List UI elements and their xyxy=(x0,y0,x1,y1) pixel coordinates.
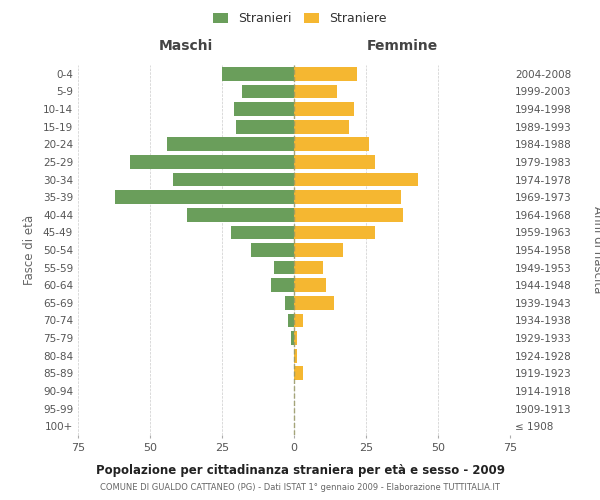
Bar xyxy=(294,243,343,257)
Bar xyxy=(242,84,294,98)
Bar xyxy=(294,102,355,116)
Bar xyxy=(187,208,294,222)
Text: Femmine: Femmine xyxy=(367,38,437,52)
Bar xyxy=(294,172,418,186)
Bar xyxy=(251,243,294,257)
Bar xyxy=(294,138,369,151)
Bar xyxy=(294,120,349,134)
Y-axis label: Anni di nascita: Anni di nascita xyxy=(591,206,600,294)
Bar xyxy=(294,155,374,169)
Bar xyxy=(236,120,294,134)
Bar xyxy=(233,102,294,116)
Bar xyxy=(294,278,326,292)
Bar xyxy=(294,190,401,204)
Legend: Stranieri, Straniere: Stranieri, Straniere xyxy=(209,8,391,29)
Bar xyxy=(274,260,294,274)
Bar xyxy=(294,349,297,362)
Bar xyxy=(222,67,294,80)
Bar xyxy=(294,208,403,222)
Bar xyxy=(294,226,374,239)
Bar xyxy=(294,366,302,380)
Bar xyxy=(294,314,302,328)
Bar xyxy=(294,84,337,98)
Bar xyxy=(115,190,294,204)
Bar xyxy=(288,314,294,328)
Bar xyxy=(173,172,294,186)
Bar xyxy=(294,331,297,345)
Text: Popolazione per cittadinanza straniera per età e sesso - 2009: Popolazione per cittadinanza straniera p… xyxy=(95,464,505,477)
Y-axis label: Fasce di età: Fasce di età xyxy=(23,215,36,285)
Text: COMUNE DI GUALDO CATTANEO (PG) - Dati ISTAT 1° gennaio 2009 - Elaborazione TUTTI: COMUNE DI GUALDO CATTANEO (PG) - Dati IS… xyxy=(100,484,500,492)
Text: Maschi: Maschi xyxy=(159,38,213,52)
Bar xyxy=(230,226,294,239)
Bar xyxy=(130,155,294,169)
Bar xyxy=(294,260,323,274)
Bar xyxy=(294,67,358,80)
Bar xyxy=(291,331,294,345)
Bar xyxy=(286,296,294,310)
Bar xyxy=(294,296,334,310)
Bar xyxy=(167,138,294,151)
Bar xyxy=(271,278,294,292)
